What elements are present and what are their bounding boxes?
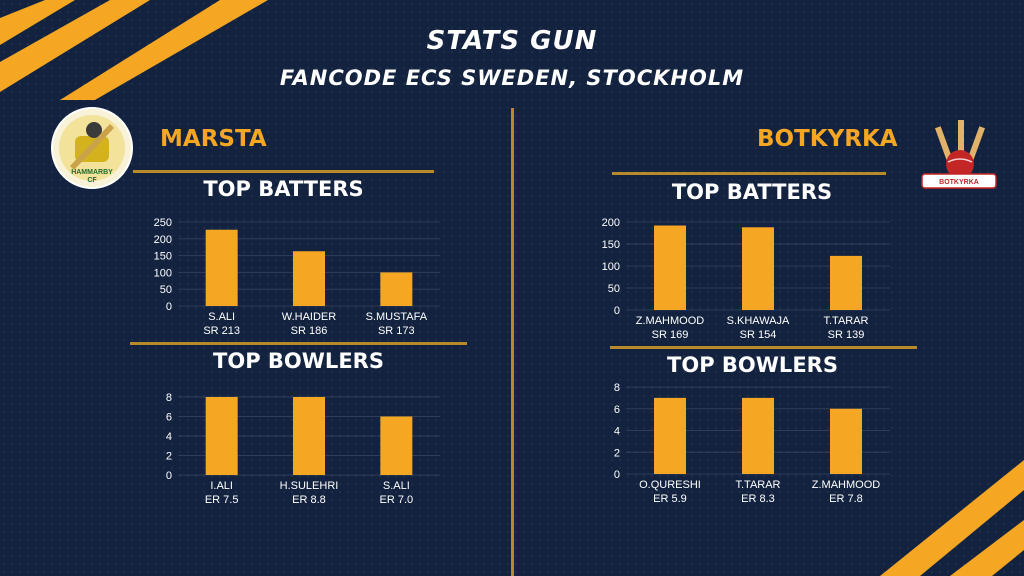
bar [205, 229, 238, 306]
x-sub-label: ER 7.0 [380, 494, 414, 506]
svg-text:CF: CF [87, 177, 97, 184]
page-title: STATS GUN [426, 26, 598, 56]
y-tick-label: 100 [602, 261, 620, 273]
y-tick-label: 2 [166, 451, 172, 463]
y-tick-label: 150 [154, 251, 172, 263]
bar [654, 225, 686, 310]
top-left-stripes-decoration [0, 0, 268, 100]
x-sub-label: SR 213 [203, 325, 240, 337]
x-category-label: O.QURESHI [639, 479, 701, 491]
left-middle-divider [130, 342, 467, 345]
botkyrka-cricket-logo-icon: BOTKYRKA [921, 120, 997, 189]
x-category-label: Z.MAHMOOD [812, 479, 880, 491]
x-category-label: Z.MAHMOOD [636, 315, 704, 327]
right-team-name: BOTKYRKA [757, 126, 898, 152]
botkyrka-logo-text: BOTKYRKA [939, 179, 979, 186]
center-divider [511, 108, 514, 576]
left-bowlers-chart: 0 2 4 6 8 I.ALI ER 7.5 H.SULEHRI ER 8.8 S.ALI ER 7… [166, 392, 440, 506]
right-bowlers-title: TOP BOWLERS [667, 353, 838, 377]
y-tick-label: 0 [614, 469, 620, 481]
x-category-label: S.ALI [208, 311, 235, 323]
right-top-divider [612, 172, 886, 175]
y-tick-label: 6 [614, 404, 620, 416]
x-sub-label: SR 169 [652, 329, 689, 341]
x-category-label: S.MUSTAFA [366, 311, 428, 323]
x-category-label: H.SULEHRI [280, 480, 339, 492]
x-sub-label: SR 173 [378, 325, 415, 337]
y-tick-label: 150 [602, 239, 620, 251]
bar [830, 255, 862, 310]
y-tick-label: 6 [166, 412, 172, 424]
left-top-divider [133, 170, 434, 173]
left-batters-title: TOP BATTERS [203, 177, 364, 201]
x-category-label: T.TARAR [735, 479, 780, 491]
y-tick-label: 250 [154, 217, 172, 229]
y-tick-label: 200 [602, 217, 620, 229]
y-tick-label: 4 [614, 426, 620, 438]
x-sub-label: SR 186 [291, 325, 328, 337]
y-tick-label: 2 [614, 447, 620, 459]
left-bowlers-title: TOP BOWLERS [213, 349, 384, 373]
hammarby-cf-logo-icon: HAMMARBY CF [51, 107, 133, 189]
y-tick-label: 0 [614, 305, 620, 317]
y-tick-label: 100 [154, 267, 172, 279]
right-bowlers-chart: 0 2 4 6 8 O.QURESHI ER 5.9 T.TARAR ER 8.3 Z.MAHMO… [614, 382, 890, 505]
x-category-label: S.KHAWAJA [727, 315, 790, 327]
right-batters-title: TOP BATTERS [671, 180, 833, 204]
y-tick-label: 8 [166, 392, 172, 404]
x-sub-label: ER 5.9 [653, 493, 687, 505]
x-sub-label: SR 139 [828, 329, 865, 341]
bar [293, 251, 325, 306]
svg-text:HAMMARBY: HAMMARBY [71, 169, 113, 176]
x-sub-label: ER 8.3 [741, 493, 775, 505]
left-team-name: MARSTA [160, 126, 267, 152]
bar [293, 397, 325, 475]
x-sub-label: ER 7.5 [205, 494, 239, 506]
x-category-label: T.TARAR [823, 315, 868, 327]
left-batters-chart: 0 50 100 150 200 250 S.ALI SR 213 W.HAIDER SR 186… [154, 217, 440, 337]
bar [830, 408, 862, 474]
bar [654, 397, 686, 474]
page-subtitle: FANCODE ECS SWEDEN, STOCKHOLM [279, 66, 745, 90]
bar [380, 416, 413, 475]
y-tick-label: 0 [166, 301, 172, 313]
y-tick-label: 50 [160, 284, 172, 296]
bottom-right-stripes-decoration [880, 460, 1024, 576]
y-tick-label: 0 [166, 470, 172, 482]
bar [742, 227, 774, 310]
x-sub-label: ER 7.8 [829, 493, 863, 505]
x-sub-label: ER 8.8 [292, 494, 326, 506]
y-tick-label: 200 [154, 234, 172, 246]
x-category-label: S.ALI [383, 480, 410, 492]
bar [205, 397, 238, 475]
right-middle-divider [610, 346, 917, 349]
bar [380, 272, 413, 306]
y-tick-label: 50 [608, 283, 620, 295]
y-tick-label: 4 [166, 431, 172, 443]
right-batters-chart: 0 50 100 150 200 Z.MAHMOOD SR 169 S.KHAWAJA SR 1… [602, 217, 890, 341]
x-sub-label: SR 154 [740, 329, 777, 341]
x-category-label: I.ALI [210, 480, 233, 492]
y-tick-label: 8 [614, 382, 620, 394]
x-category-label: W.HAIDER [282, 311, 336, 323]
bar [742, 397, 774, 474]
